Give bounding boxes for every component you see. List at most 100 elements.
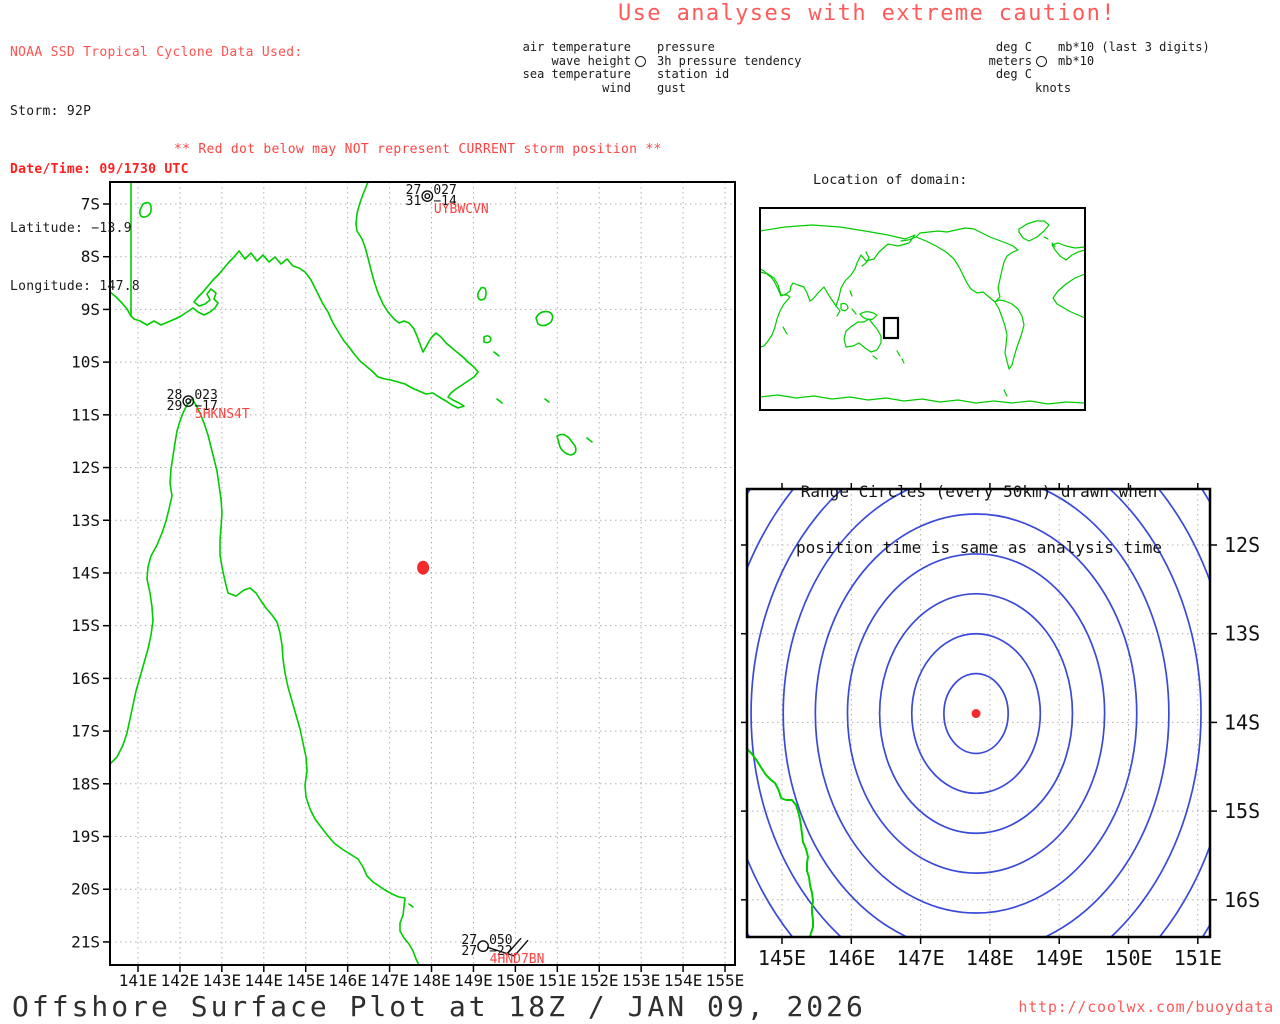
coastline-australia-east: [191, 398, 420, 965]
world-map-title: Location of domain:: [813, 172, 968, 188]
svg-text:29: 29: [167, 399, 183, 414]
island: [556, 433, 577, 456]
legend-left-label: meters: [988, 53, 1032, 68]
legend-left-label: deg C: [995, 40, 1032, 54]
svg-text:050: 050: [489, 933, 512, 948]
svg-text:023: 023: [194, 388, 217, 403]
units-legend: deg C mb*10 (last 3 digits) meters mb*10 deg…: [982, 40, 1210, 96]
legend-left-label: air temperature: [522, 40, 631, 54]
svg-text:10S: 10S: [71, 353, 100, 372]
legend-right-label: mb*10: [1058, 53, 1095, 68]
svg-text:14S: 14S: [71, 563, 100, 582]
svg-text:15S: 15S: [71, 616, 100, 635]
svg-text:15S: 15S: [1224, 799, 1260, 823]
station-circle-icon: [1036, 56, 1047, 67]
svg-text:21S: 21S: [71, 932, 100, 951]
svg-text:5HKNS4T: 5HKNS4T: [195, 407, 250, 422]
svg-text:142E: 142E: [161, 971, 200, 990]
range-plot: 145E 146E 147E 148E 149E 150E 151E 12S 13S 14S 15S…: [741, 483, 1260, 970]
island: [493, 351, 500, 357]
station-symbol-legend: air temperature pressure wave height 3h pre…: [513, 40, 802, 95]
svg-text:14S: 14S: [1224, 710, 1260, 734]
svg-text:27: 27: [461, 944, 477, 959]
svg-text:144E: 144E: [245, 971, 284, 990]
svg-text:149E: 149E: [1035, 946, 1083, 970]
world-map-border: [759, 207, 1086, 411]
svg-text:148E: 148E: [966, 946, 1014, 970]
legend-right-label: mb*10 (last 3 digits): [1058, 40, 1210, 54]
svg-text:27: 27: [406, 183, 422, 198]
legend-row: deg C mb*10 (last 3 digits): [982, 40, 1210, 55]
svg-text:153E: 153E: [622, 971, 661, 990]
legend-row: sea temperature station id: [513, 67, 802, 82]
svg-text:149E: 149E: [454, 971, 493, 990]
svg-text:−14: −14: [433, 194, 457, 209]
header-datetime: Date/Time: 09/1730 UTC: [10, 162, 189, 177]
legend-right-label: 3h pressure tendency: [657, 53, 802, 68]
main-map-ticks: [103, 203, 726, 972]
footer-url-link[interactable]: http://coolwx.com/buoydata: [1018, 998, 1274, 1016]
range-plot-axis-labels: 145E 146E 147E 148E 149E 150E 151E 12S 13S 14S 15S…: [758, 533, 1260, 970]
legend-left-label: [982, 82, 1032, 96]
island: [496, 398, 503, 404]
svg-text:4HND7BN: 4HND7BN: [490, 952, 545, 967]
svg-text:7S: 7S: [81, 195, 100, 214]
legend-right-label: pressure: [657, 40, 715, 54]
range-plot-title-line2: position time is same as analysis time: [795, 537, 1163, 557]
svg-text:16S: 16S: [1224, 888, 1260, 912]
svg-text:148E: 148E: [412, 971, 451, 990]
legend-right-label: gust: [657, 80, 686, 95]
main-map: 141E 142E 143E 144E 145E 146E 147E 148E 149E 150E…: [71, 181, 744, 991]
svg-text:9S: 9S: [81, 300, 100, 319]
legend-row: wave height 3h pressure tendency: [513, 53, 802, 69]
svg-text:11S: 11S: [71, 405, 100, 424]
legend-left-label: wave height: [551, 53, 631, 68]
svg-text:146E: 146E: [827, 946, 875, 970]
svg-text:154E: 154E: [664, 971, 703, 990]
range-center-dot: [971, 709, 981, 719]
legend-row: meters mb*10: [982, 53, 1210, 69]
domain-rectangle: [882, 316, 900, 340]
range-plot-title-line1: Range Circles (every 50km) drawn when: [800, 482, 1158, 501]
svg-text:147E: 147E: [370, 971, 409, 990]
header-block: NOAA SSD Tropical Cyclone Data Used: Sto…: [10, 4, 303, 336]
island: [535, 310, 554, 327]
main-map-coastlines: [110, 182, 593, 965]
coastline-new-guinea: [130, 182, 479, 409]
svg-text:28: 28: [167, 388, 183, 403]
svg-text:147E: 147E: [897, 946, 945, 970]
svg-text:13S: 13S: [1224, 622, 1260, 646]
range-circles: [747, 489, 1210, 937]
svg-text:145E: 145E: [286, 971, 325, 990]
range-plot-title: Range Circles (every 50km) drawn when po…: [747, 446, 1211, 594]
svg-text:146E: 146E: [328, 971, 367, 990]
svg-text:17S: 17S: [71, 722, 100, 741]
legend-right-label: knots: [1035, 80, 1072, 95]
svg-text:12S: 12S: [1224, 533, 1260, 557]
island: [477, 286, 487, 301]
svg-text:20S: 20S: [71, 880, 100, 899]
svg-text:151E: 151E: [1174, 946, 1222, 970]
svg-text:150E: 150E: [1104, 946, 1152, 970]
main-map-axis-labels: 141E 142E 143E 144E 145E 146E 147E 148E 149E 150E…: [71, 195, 744, 991]
island: [483, 335, 492, 344]
island: [408, 903, 414, 908]
svg-text:145E: 145E: [758, 946, 806, 970]
header-source-line: NOAA SSD Tropical Cyclone Data Used:: [10, 45, 303, 60]
world-coastlines: [760, 220, 1085, 405]
coastline-papua-west: [110, 291, 132, 317]
island: [586, 437, 593, 443]
legend-left-label: sea temperature: [522, 67, 631, 81]
legend-row: air temperature pressure: [513, 40, 802, 55]
legend-row: knots: [982, 80, 1210, 96]
page-title: Offshore Surface Plot at 18Z / JAN 09, 2…: [12, 990, 866, 1023]
svg-text:143E: 143E: [203, 971, 242, 990]
svg-text:027: 027: [433, 183, 456, 198]
header-storm: Storm: 92P: [10, 103, 92, 119]
